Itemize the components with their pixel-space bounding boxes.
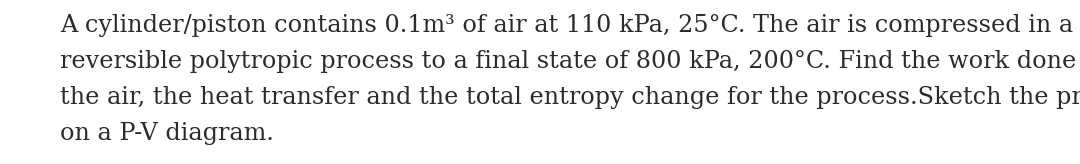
Text: on a P-V diagram.: on a P-V diagram. bbox=[60, 122, 274, 145]
Text: reversible polytropic process to a final state of 800 kPa, 200°C. Find the work : reversible polytropic process to a final… bbox=[60, 50, 1080, 73]
Text: the air, the heat transfer and the total entropy change for the process.Sketch t: the air, the heat transfer and the total… bbox=[60, 86, 1080, 109]
Text: A cylinder/piston contains 0.1m³ of air at 110 kPa, 25°C. The air is compressed : A cylinder/piston contains 0.1m³ of air … bbox=[60, 14, 1074, 37]
